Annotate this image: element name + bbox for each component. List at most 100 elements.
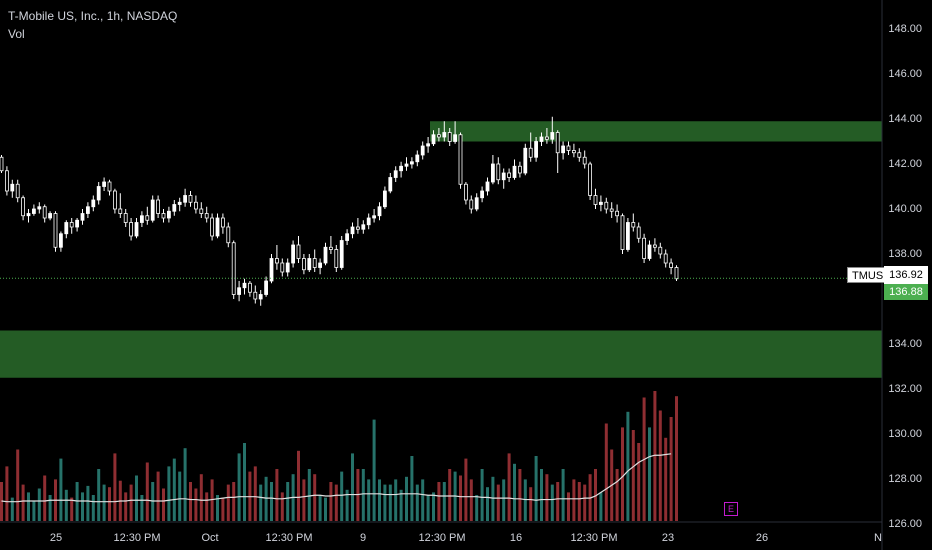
candle	[572, 150, 576, 154]
candle	[372, 215, 377, 219]
candle	[318, 262, 323, 268]
volume-bar	[577, 482, 581, 521]
candle	[123, 213, 128, 223]
y-tick-label: 132.00	[888, 383, 922, 395]
candle	[59, 233, 63, 248]
candle	[436, 134, 441, 138]
volume-bar	[561, 469, 565, 521]
candle	[145, 215, 150, 221]
y-tick-label: 134.00	[888, 338, 922, 350]
volume-bar	[221, 497, 225, 521]
volume-bar	[518, 469, 522, 521]
volume-bar	[216, 495, 219, 521]
volume-bar	[437, 482, 441, 521]
volume-bar	[48, 495, 52, 521]
candle	[426, 143, 431, 147]
volume-bar	[594, 469, 597, 521]
volume-bar	[572, 479, 576, 521]
candle	[561, 145, 565, 154]
volume-bar	[604, 423, 608, 521]
candle	[323, 246, 328, 264]
candle	[0, 156, 4, 172]
volume-bar	[394, 479, 398, 521]
volume-bar	[599, 492, 603, 521]
candle	[490, 163, 495, 183]
candle	[161, 213, 166, 219]
x-tick-label: 12:30 PM	[570, 532, 618, 544]
candle	[183, 195, 188, 203]
volume-bar	[313, 474, 317, 521]
candle	[620, 215, 625, 250]
volume-bar	[513, 463, 516, 521]
candle	[518, 165, 522, 174]
candle	[199, 208, 204, 214]
candle	[674, 267, 679, 280]
y-tick-label: 128.00	[888, 473, 922, 485]
volume-bar	[507, 453, 511, 521]
candle	[220, 217, 225, 228]
volume-bar	[361, 469, 365, 521]
volume-bar	[280, 492, 284, 521]
chart-title: T-Mobile US, Inc., 1h, NASDAQ	[8, 9, 178, 23]
volume-bar	[475, 495, 479, 521]
candle	[269, 258, 274, 282]
candle	[507, 172, 512, 178]
demand-zone	[430, 121, 882, 142]
candle	[301, 258, 306, 271]
candle	[226, 226, 231, 244]
candle	[501, 172, 506, 181]
candle	[307, 258, 312, 271]
candle	[134, 222, 139, 237]
volume-bar	[10, 497, 14, 521]
candle	[177, 201, 182, 205]
candle	[599, 201, 603, 205]
volume-bar	[637, 443, 641, 521]
earnings-icon[interactable]: E	[724, 502, 738, 516]
candle	[80, 213, 85, 221]
candle	[231, 242, 236, 295]
candle	[399, 165, 404, 172]
volume-bar	[102, 484, 106, 521]
candle	[512, 165, 517, 178]
close-price-tag: 136.88	[884, 284, 928, 300]
volume-bar	[372, 419, 376, 521]
candle	[37, 206, 42, 210]
candle	[566, 145, 571, 151]
volume-bar	[432, 492, 435, 521]
candle	[636, 226, 641, 239]
zones-layer	[0, 121, 882, 378]
volume-bar	[253, 466, 257, 521]
candle	[496, 163, 501, 181]
x-tick-label: N	[874, 532, 882, 544]
y-tick-label: 138.00	[888, 248, 922, 260]
volume-bar	[81, 492, 84, 521]
y-tick-label: 148.00	[888, 23, 922, 35]
volume-bar	[172, 458, 176, 521]
candle	[53, 213, 58, 248]
candle	[15, 183, 20, 199]
candle	[588, 163, 592, 196]
volume-bar	[502, 479, 506, 521]
x-tick-label: 26	[755, 532, 769, 544]
volume-bar	[307, 469, 311, 521]
candle	[377, 206, 382, 217]
candle	[21, 197, 26, 217]
candle	[193, 201, 198, 210]
candle	[355, 226, 360, 230]
volume-bar	[108, 487, 111, 521]
candle	[215, 217, 220, 237]
candle	[32, 208, 36, 214]
volume-bar	[124, 492, 128, 521]
volume-bar	[631, 430, 635, 521]
volume-bar	[621, 427, 624, 521]
candle	[296, 244, 301, 259]
candle	[582, 156, 587, 165]
candle	[420, 145, 425, 156]
x-tick-label: 12:30 PM	[418, 532, 466, 544]
x-tick-label: 12:30 PM	[265, 532, 313, 544]
volume-bar	[442, 482, 446, 521]
volume-bar	[194, 488, 198, 521]
x-tick-label: 12:30 PM	[113, 532, 161, 544]
volume-bar	[664, 437, 668, 521]
